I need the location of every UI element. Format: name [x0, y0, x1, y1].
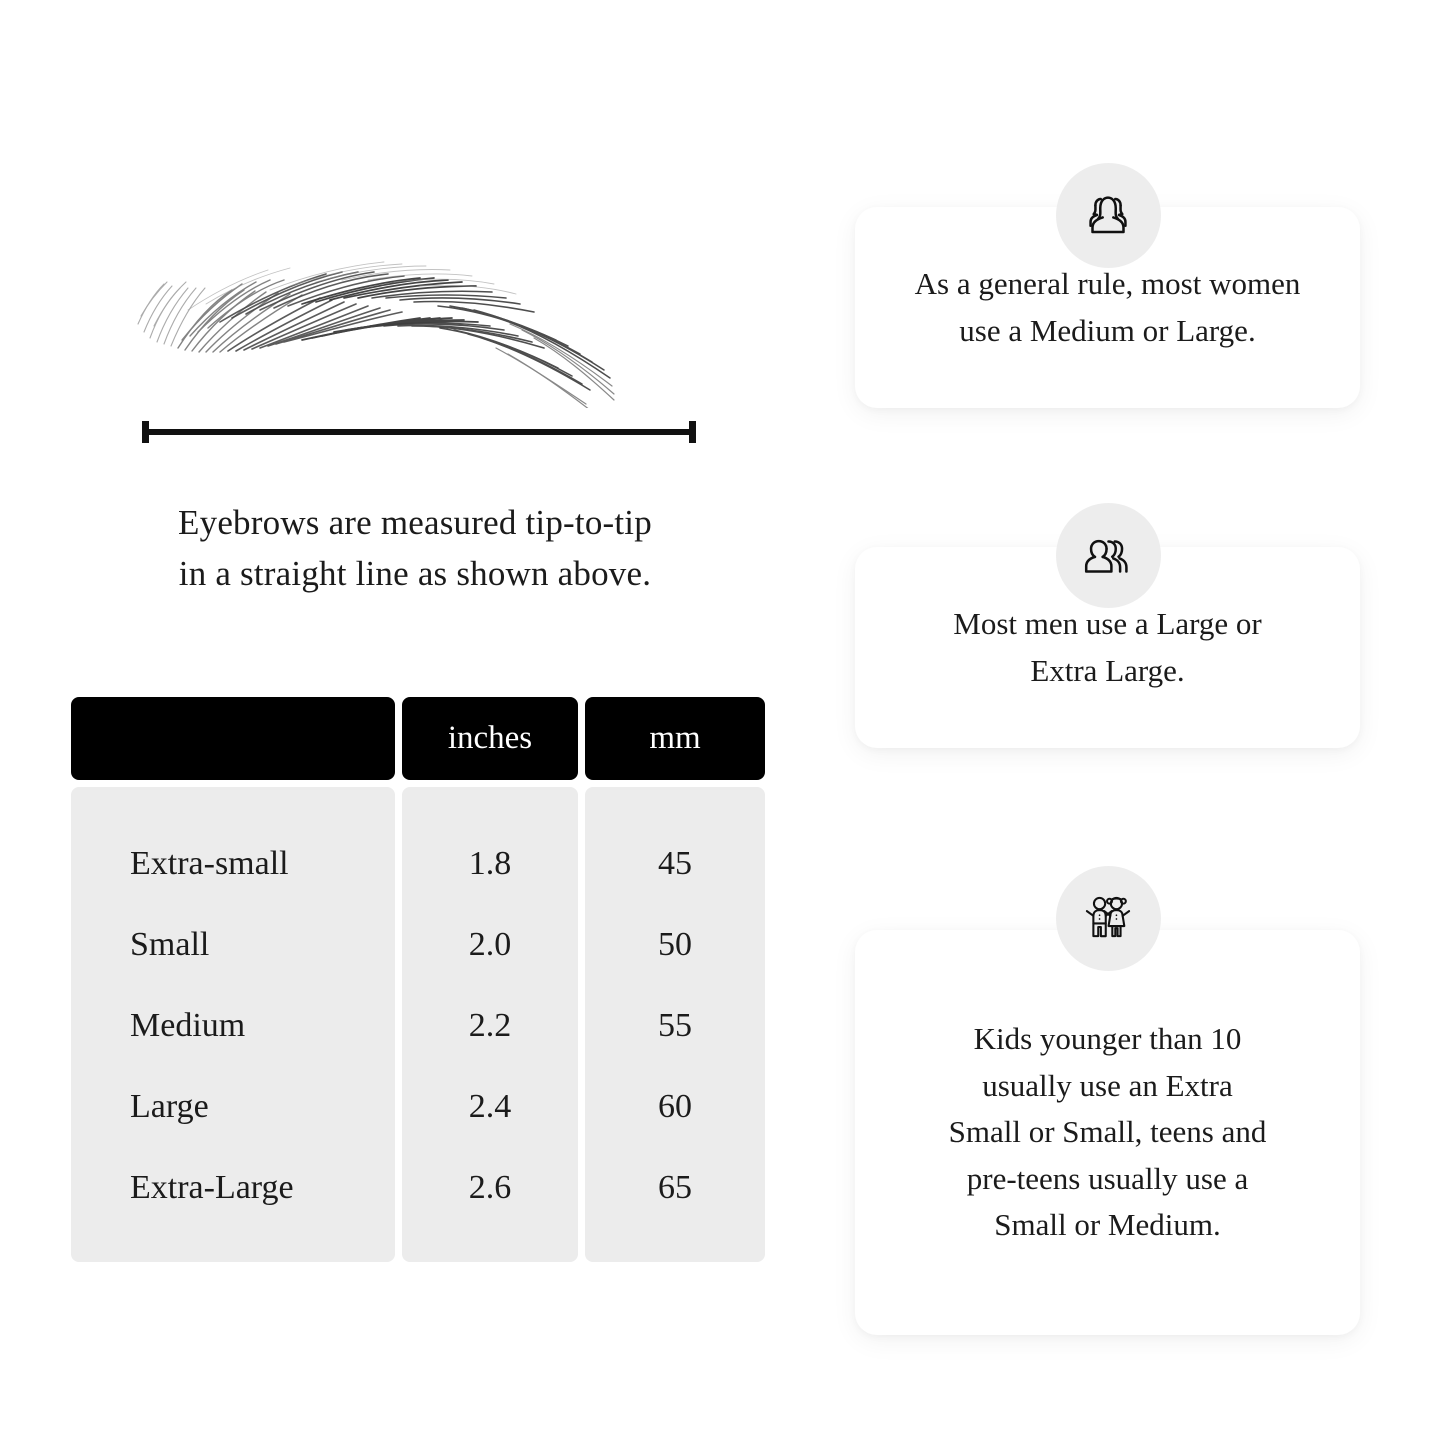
- table-cell-inches: 2.2: [468, 1006, 512, 1044]
- table-cell-mm: 50: [658, 925, 692, 963]
- eyebrow-illustration: [120, 228, 720, 408]
- tip-line: Most men use a Large or: [953, 606, 1262, 641]
- tip-line: As a general rule, most women: [914, 266, 1301, 301]
- measurement-caption: Eyebrows are measured tip-to-tip in a st…: [70, 498, 760, 600]
- tip-card-kids: Kids younger than 10 usually use an Extr…: [855, 0, 1360, 1335]
- size-table: inches mm Extra-small Small Medium Large…: [71, 697, 765, 1262]
- table-header-row: inches mm: [71, 697, 765, 780]
- table-cell-inches: 2.0: [468, 925, 512, 963]
- table-cell-inches: 2.4: [468, 1087, 512, 1125]
- tip-card-women: As a general rule, most women use a Medi…: [855, 0, 1360, 430]
- table-header-inches: inches: [402, 697, 578, 780]
- table-cell-mm: 55: [658, 1006, 692, 1044]
- table-column-mm: 45 50 55 60 65: [585, 787, 765, 1262]
- tip-line: Small or Medium.: [994, 1207, 1221, 1243]
- table-column-inches: 1.8 2.0 2.2 2.4 2.6: [402, 787, 578, 1262]
- tip-line: Small or Small, teens and: [948, 1114, 1267, 1150]
- table-header-size: [71, 697, 395, 780]
- caption-line-1: Eyebrows are measured tip-to-tip: [178, 503, 652, 542]
- table-cell-size: Large: [130, 1087, 209, 1125]
- tip-line: Extra Large.: [1030, 652, 1185, 688]
- men-group-icon: [1055, 503, 1161, 608]
- tip-line: Kids younger than 10: [973, 1021, 1242, 1057]
- table-cell-size: Extra-small: [130, 844, 289, 882]
- table-column-size: Extra-small Small Medium Large Extra-Lar…: [71, 787, 395, 1262]
- tip-to-tip-measurement-bar: [142, 418, 696, 446]
- tip-line: use a Medium or Large.: [959, 312, 1256, 348]
- tip-text: Kids younger than 10 usually use an Extr…: [915, 1016, 1301, 1249]
- tip-text: As a general rule, most women use a Medi…: [881, 261, 1335, 354]
- kids-icon: [1055, 866, 1161, 971]
- table-cell-size: Extra-Large: [130, 1168, 294, 1206]
- tip-text: Most men use a Large or Extra Large.: [919, 601, 1296, 694]
- caption-line-2: in a straight line as shown above.: [178, 553, 652, 593]
- table-cell-size: Small: [130, 925, 210, 963]
- tip-card-men: Most men use a Large or Extra Large.: [855, 0, 1360, 748]
- table-body: Extra-small Small Medium Large Extra-Lar…: [71, 787, 765, 1262]
- illustration-and-table-column: Eyebrows are measured tip-to-tip in a st…: [70, 228, 765, 1262]
- table-cell-inches: 2.6: [468, 1168, 512, 1206]
- table-header-mm: mm: [585, 697, 765, 780]
- tips-column: As a general rule, most women use a Medi…: [800, 0, 1445, 1445]
- table-cell-size: Medium: [130, 1006, 246, 1044]
- tip-card-body: Kids younger than 10 usually use an Extr…: [855, 930, 1360, 1335]
- women-group-icon: [1055, 163, 1161, 268]
- tip-line: pre-teens usually use a: [966, 1160, 1249, 1196]
- table-cell-inches: 1.8: [468, 844, 512, 882]
- table-cell-mm: 45: [658, 844, 692, 882]
- table-cell-mm: 65: [658, 1168, 692, 1206]
- tip-line: usually use an Extra: [982, 1067, 1233, 1103]
- table-cell-mm: 60: [658, 1087, 692, 1125]
